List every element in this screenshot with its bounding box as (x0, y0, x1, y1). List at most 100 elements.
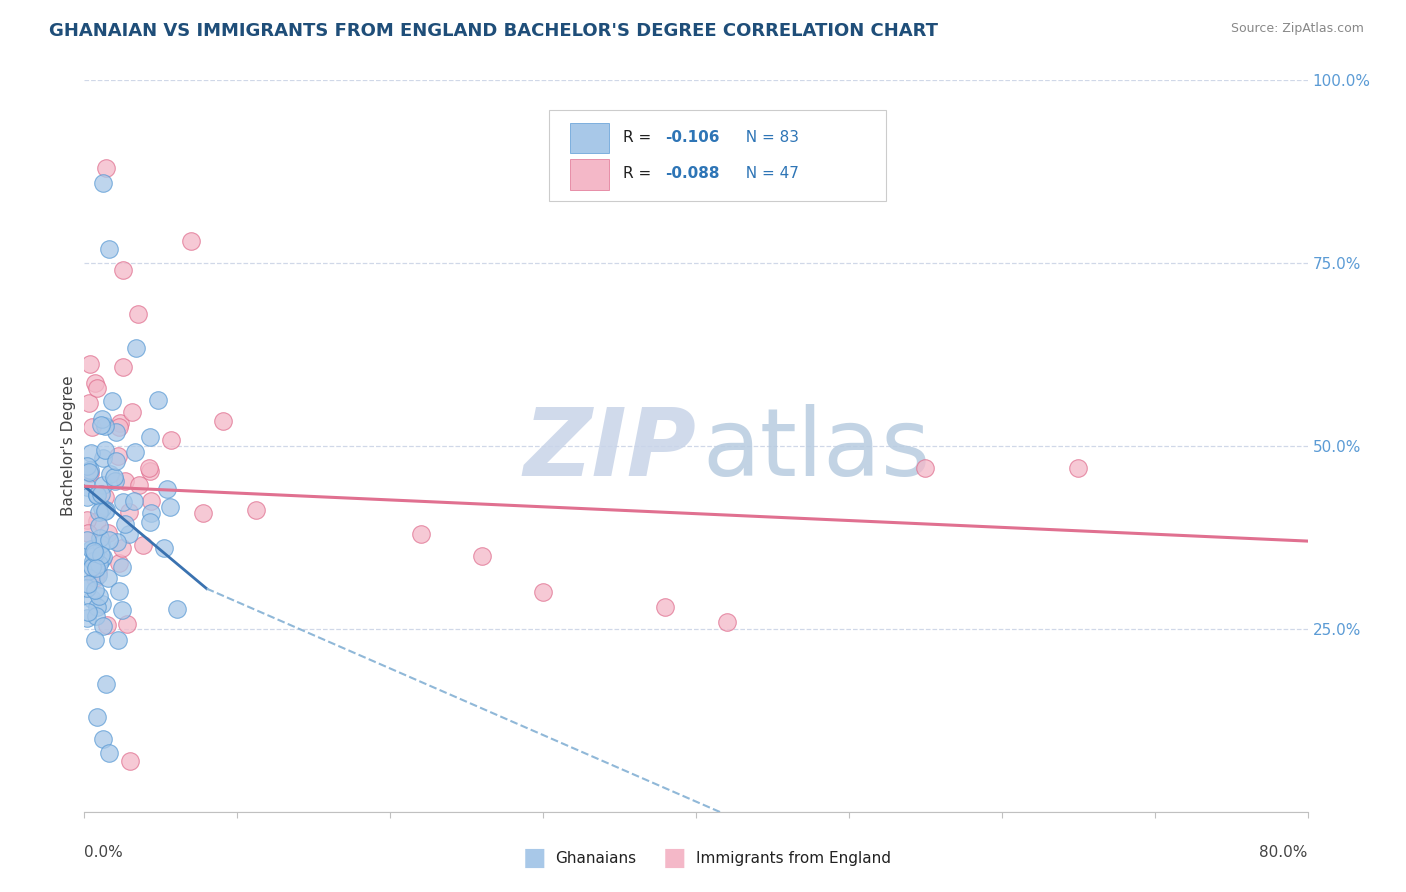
Point (83, 556, 105, 570)
Point (77, 564, 100, 578)
Point (91, 412, 114, 426)
Point (83, 553, 105, 567)
Point (91, 176, 114, 190)
Point (409, 526, 432, 541)
Point (89, 531, 111, 545)
Point (120, 754, 142, 768)
Text: ■: ■ (664, 847, 686, 870)
Point (77, 525, 100, 540)
Point (94, 161, 117, 175)
Text: 0.0%: 0.0% (84, 845, 124, 860)
Point (80, 592, 103, 607)
Text: -0.088: -0.088 (665, 167, 720, 181)
Point (76, 611, 98, 625)
Point (117, 505, 139, 519)
Point (86, 599, 108, 614)
Text: R =: R = (623, 130, 655, 145)
Point (115, 616, 138, 631)
Point (83, 544, 105, 558)
Point (97, 746, 120, 760)
Point (79, 542, 101, 557)
Point (716, 615, 738, 629)
Point (87, 519, 110, 533)
Point (138, 464, 160, 478)
FancyBboxPatch shape (550, 110, 886, 201)
Point (97, 571, 120, 585)
Point (146, 393, 169, 408)
Point (112, 359, 135, 374)
Point (86, 488, 108, 502)
Point (91, 549, 114, 564)
Point (104, 454, 127, 468)
Point (180, 234, 202, 248)
Point (76, 458, 98, 473)
Point (108, 584, 131, 599)
Point (76, 490, 98, 504)
Point (104, 425, 127, 439)
Point (90, 417, 112, 432)
Point (108, 420, 131, 434)
Point (138, 430, 160, 444)
Point (127, 307, 149, 321)
Point (193, 507, 215, 521)
Point (84, 561, 107, 575)
Text: Source: ZipAtlas.com: Source: ZipAtlas.com (1230, 22, 1364, 36)
Point (914, 461, 936, 475)
Point (80, 446, 103, 460)
Point (531, 585, 554, 599)
Point (153, 541, 176, 555)
Point (90, 553, 112, 567)
Point (93, 450, 115, 465)
Point (87, 590, 110, 604)
Point (86, 380, 108, 394)
Point (98, 533, 121, 547)
Point (79, 467, 101, 481)
Point (107, 449, 129, 463)
Point (77, 577, 100, 591)
Y-axis label: Bachelor's Degree: Bachelor's Degree (60, 376, 76, 516)
Point (471, 549, 494, 563)
Text: GHANAIAN VS IMMIGRANTS FROM ENGLAND BACHELOR'S DEGREE CORRELATION CHART: GHANAIAN VS IMMIGRANTS FROM ENGLAND BACH… (49, 22, 938, 40)
Text: -0.106: -0.106 (665, 130, 720, 145)
Point (125, 341, 148, 355)
Text: N = 47: N = 47 (737, 167, 799, 181)
Point (141, 494, 163, 508)
Point (97, 526, 120, 541)
Point (94, 490, 117, 504)
Point (101, 393, 124, 408)
Point (94, 502, 117, 516)
Point (84, 571, 107, 585)
Point (76, 513, 98, 527)
Point (86, 568, 108, 582)
Point (107, 556, 129, 570)
Point (90, 549, 112, 563)
Point (159, 500, 181, 514)
Point (108, 417, 131, 431)
Point (654, 599, 676, 614)
Bar (569, 160, 609, 190)
Point (121, 405, 143, 419)
Point (111, 541, 134, 555)
Point (91, 619, 114, 633)
Point (96, 677, 118, 691)
Point (114, 517, 136, 532)
Point (84, 376, 107, 390)
Text: R =: R = (623, 167, 655, 181)
Point (93, 478, 115, 492)
Point (79, 466, 101, 480)
Point (83, 545, 105, 559)
Point (86, 609, 108, 624)
Point (82, 420, 104, 434)
Point (1067, 461, 1090, 475)
Text: ZIP: ZIP (523, 404, 696, 496)
Point (87, 505, 110, 519)
Point (90, 597, 112, 611)
Point (124, 494, 146, 508)
Point (118, 527, 141, 541)
Point (80, 559, 103, 574)
Point (90, 487, 112, 501)
Point (128, 478, 150, 492)
Text: Ghanaians: Ghanaians (555, 851, 637, 865)
Point (76, 581, 98, 595)
Point (132, 539, 155, 553)
